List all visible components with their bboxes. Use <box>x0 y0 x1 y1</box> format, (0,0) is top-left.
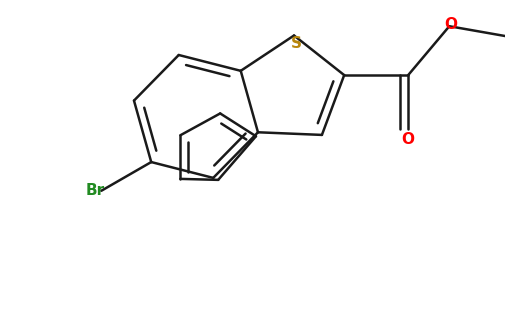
Text: Br: Br <box>86 183 105 198</box>
Text: O: O <box>443 17 456 32</box>
Text: O: O <box>401 132 414 147</box>
Text: S: S <box>290 36 301 51</box>
